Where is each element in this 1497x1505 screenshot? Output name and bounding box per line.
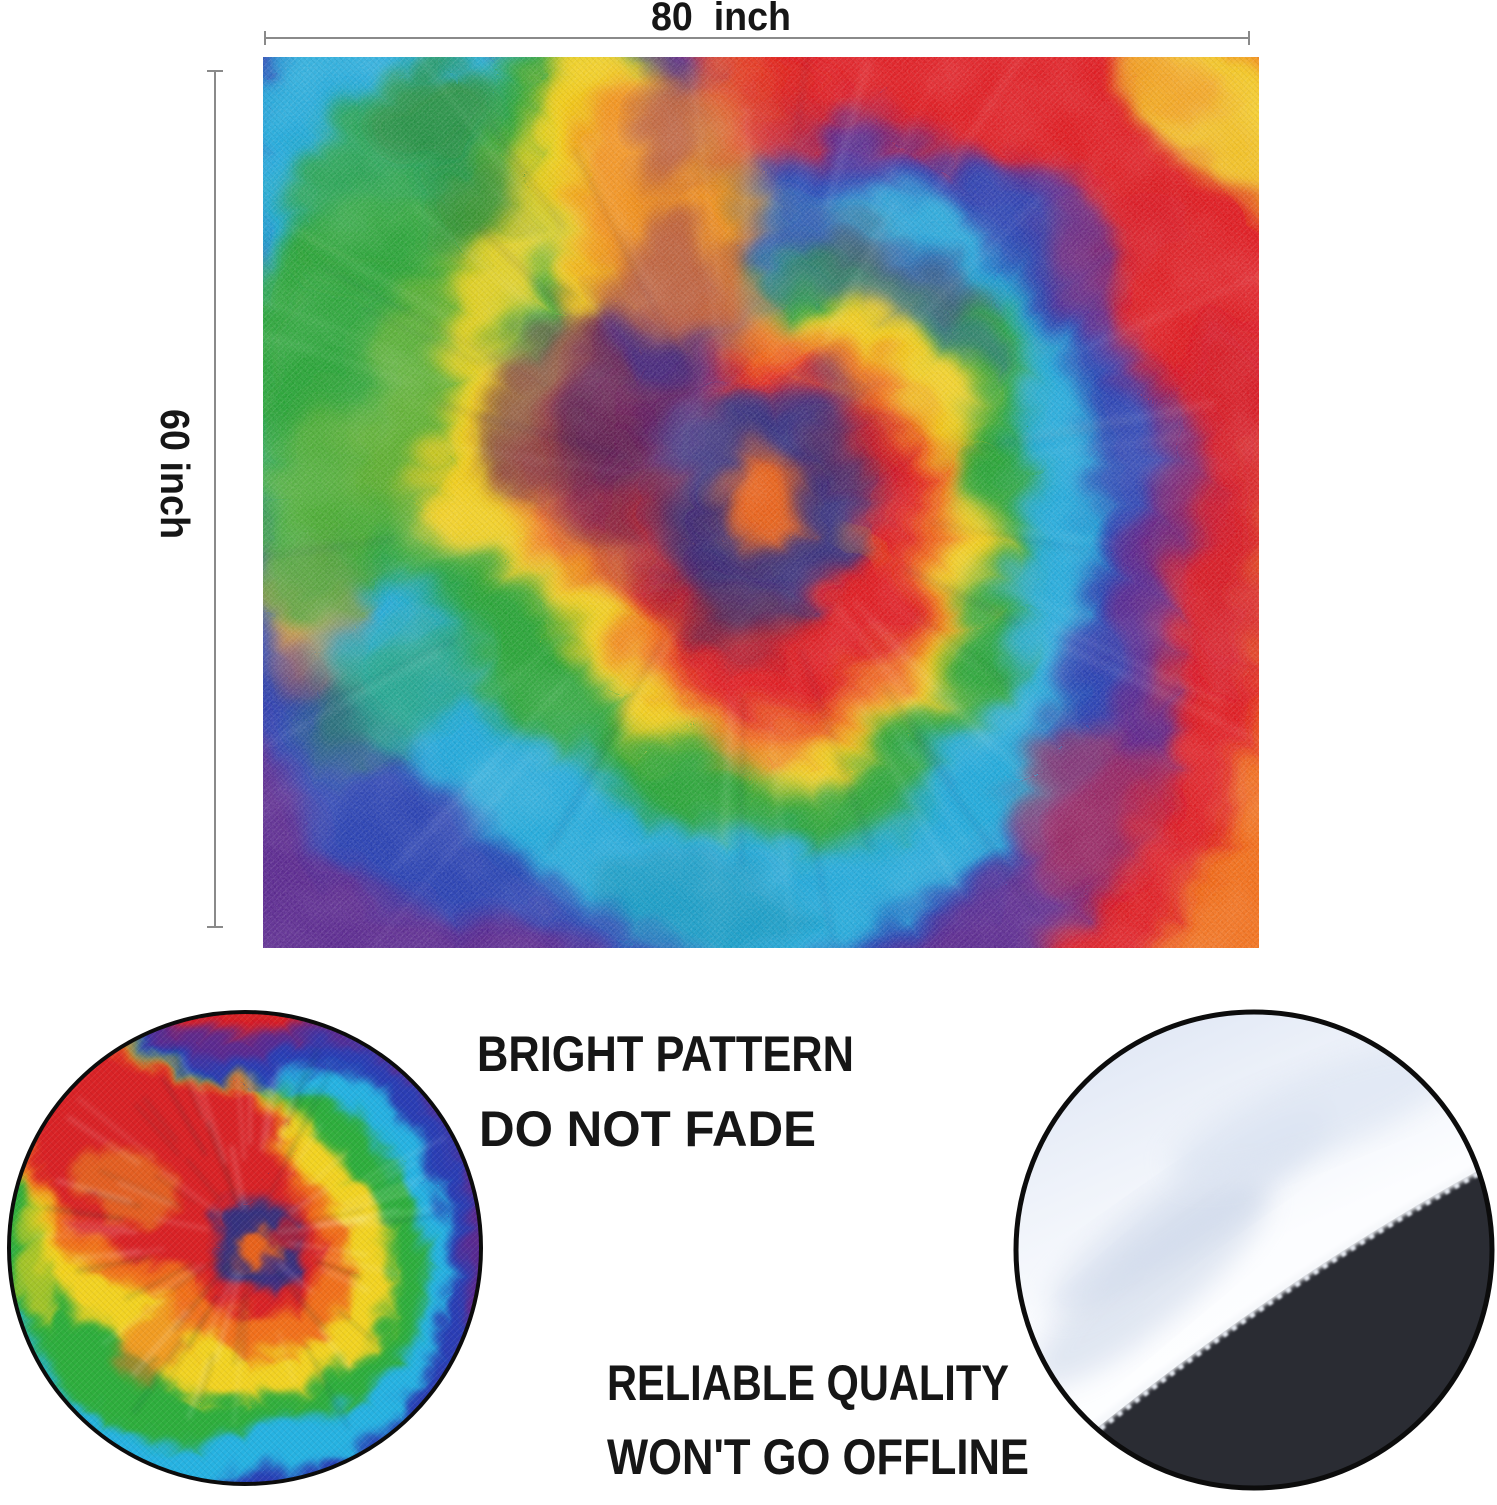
svg-text:80 inch: 80 inch bbox=[651, 0, 791, 39]
svg-text:WON'T GO OFFLINE: WON'T GO OFFLINE bbox=[607, 1429, 1029, 1485]
svg-text:RELIABLE QUALITY: RELIABLE QUALITY bbox=[607, 1355, 1009, 1411]
svg-text:60 inch: 60 inch bbox=[152, 409, 198, 539]
svg-text:DO NOT FADE: DO NOT FADE bbox=[479, 1101, 816, 1157]
svg-text:BRIGHT PATTERN: BRIGHT PATTERN bbox=[477, 1026, 854, 1082]
